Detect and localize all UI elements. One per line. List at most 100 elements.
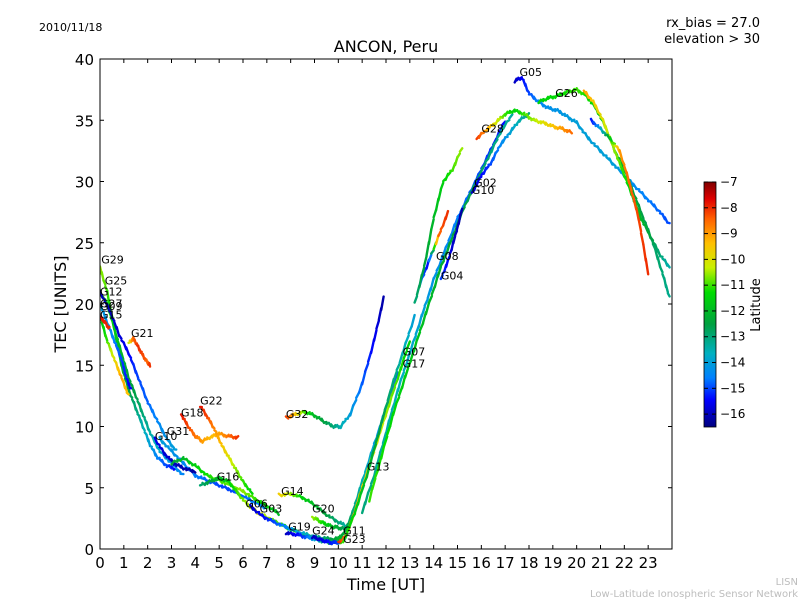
y-tick-label: 25 <box>75 235 94 253</box>
series-segment <box>649 236 655 242</box>
series-segment <box>167 464 173 470</box>
series-segment <box>363 491 370 506</box>
series-segment <box>172 462 178 466</box>
series-segment <box>176 468 182 474</box>
series-segment <box>394 395 401 405</box>
series-segment <box>623 175 628 182</box>
series-segment <box>655 208 662 213</box>
series-g12 <box>100 289 178 451</box>
series-segment <box>191 463 197 467</box>
prn-label: G27 <box>100 298 123 311</box>
prn-label: G29 <box>101 254 124 267</box>
series-segment <box>446 171 452 177</box>
prn-label: G28 <box>481 123 504 136</box>
series-segment <box>643 195 650 202</box>
series-segment <box>369 443 376 456</box>
prn-label: G09 <box>100 300 123 313</box>
series-segment <box>134 406 139 414</box>
series-segment <box>613 149 619 158</box>
prn-labels-layer: G29G25G12G27G15G09G21G31G10G18G22G16G06G… <box>100 66 578 546</box>
colorbar-tick-label: −9 <box>720 227 738 241</box>
series-segment <box>395 362 401 372</box>
series-segment <box>248 489 254 495</box>
series-segment <box>546 123 552 127</box>
prn-label: G23 <box>343 533 366 546</box>
y-axis: 0 5 10 15 20 25 30 35 40 <box>75 51 672 559</box>
series-g05 <box>513 76 671 225</box>
series-segment <box>204 412 209 419</box>
series-segment <box>371 443 378 455</box>
series-segment <box>337 520 342 525</box>
series-segment <box>408 341 415 355</box>
series-segment <box>111 334 116 343</box>
prn-label: G21 <box>131 327 154 340</box>
series-segment <box>527 115 533 121</box>
series-segment <box>148 362 152 368</box>
series-segment <box>104 333 109 342</box>
x-tick-label: 15 <box>448 554 467 572</box>
series-segment <box>496 116 502 122</box>
series-segment <box>313 504 319 509</box>
x-tick-label: 20 <box>567 554 586 572</box>
series-segment <box>127 376 132 383</box>
series-segment <box>393 377 400 387</box>
series-segment <box>481 162 487 171</box>
series-segment <box>611 141 616 146</box>
series-g28 <box>475 108 574 141</box>
series-segment <box>587 95 593 100</box>
series-segment <box>155 456 161 460</box>
prn-label: G24 <box>312 524 335 537</box>
series-g17 <box>368 113 514 503</box>
series-segment <box>383 400 389 411</box>
series-segment <box>520 111 526 116</box>
series-segment <box>436 265 443 278</box>
series-segment <box>301 409 307 415</box>
series-segment <box>452 235 457 245</box>
footer-long: Low-Latitude Ionospheric Sensor Network <box>590 589 798 600</box>
series-segment <box>148 444 154 448</box>
series-segment <box>484 157 490 163</box>
prn-label: G12 <box>100 285 123 298</box>
series-segment <box>102 319 106 324</box>
prn-label: G02 <box>474 176 497 189</box>
series-segment <box>170 443 176 449</box>
colorbar-tick-label: −8 <box>720 201 738 215</box>
x-tick-label: 0 <box>95 554 105 572</box>
series-segment <box>113 326 118 337</box>
series-segment <box>590 141 596 145</box>
series-segment <box>222 433 228 438</box>
series-segment <box>294 532 300 537</box>
series-segment <box>480 131 485 135</box>
series-segment <box>101 296 106 301</box>
series-segment <box>256 501 263 508</box>
series-segment <box>577 89 583 95</box>
series-segment <box>337 535 342 541</box>
series-segment <box>350 512 357 520</box>
y-tick-label: 40 <box>75 51 94 69</box>
series-segment <box>118 373 123 378</box>
series-segment <box>387 410 394 423</box>
x-tick-label: 7 <box>262 554 272 572</box>
series-segment <box>362 475 369 485</box>
series-segment <box>639 231 645 246</box>
prn-label: G06 <box>245 497 268 510</box>
series-segment <box>281 523 288 530</box>
series-g04 <box>439 207 464 281</box>
series-segment <box>338 534 344 538</box>
x-tick-label: 17 <box>496 554 515 572</box>
prn-label: G03 <box>260 502 283 515</box>
series-segment <box>637 217 643 233</box>
series-segment <box>200 469 206 474</box>
series-g10 <box>153 436 197 474</box>
series-segment <box>493 138 499 146</box>
series-segment <box>352 398 358 407</box>
series-segment <box>191 468 197 474</box>
series-segment <box>120 351 125 361</box>
series-segment <box>198 483 204 487</box>
prn-label: G08 <box>436 250 459 263</box>
series-segment <box>334 518 340 524</box>
series-segment <box>551 108 557 112</box>
series-segment <box>423 298 429 307</box>
series-segment <box>216 434 221 444</box>
series-segment <box>596 110 602 116</box>
